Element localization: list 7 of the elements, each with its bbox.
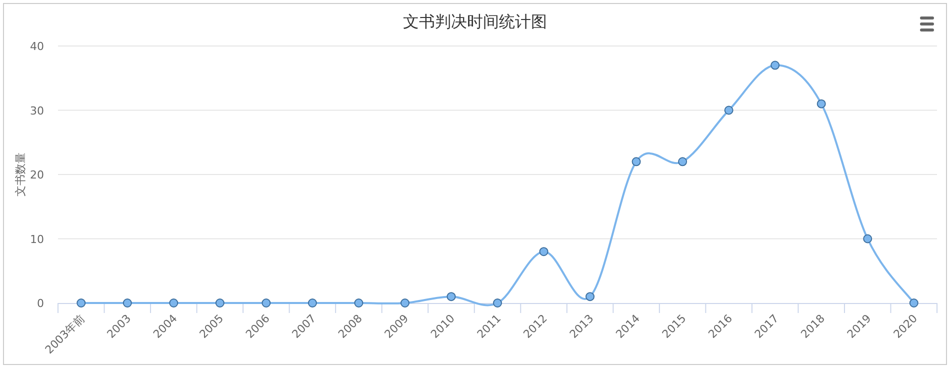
ytick: 30 xyxy=(30,104,44,118)
ytick: 40 xyxy=(30,40,44,53)
ytick: 10 xyxy=(30,232,44,246)
ytick: 20 xyxy=(30,168,44,182)
title: 文书判决时间统计图 xyxy=(403,12,547,31)
ytick: 0 xyxy=(37,297,44,310)
ylabel: 文书数量 xyxy=(14,152,27,196)
